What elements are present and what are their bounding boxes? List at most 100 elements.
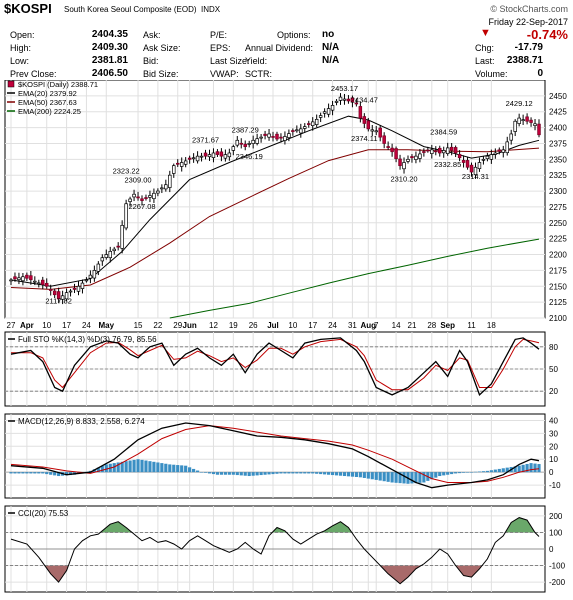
x-tick-label: Sep [440, 321, 455, 330]
histogram-bar [64, 472, 69, 476]
histogram-bar [68, 472, 73, 476]
histogram-bar [382, 472, 386, 482]
candle-body [358, 106, 363, 119]
histogram-bar [219, 472, 223, 475]
ema-line [169, 238, 540, 319]
candle-body [116, 245, 120, 248]
price-annotation: 2346.19 [236, 152, 263, 161]
candle-body [374, 130, 378, 133]
x-tick-label: Jul [267, 321, 279, 330]
histogram-bar [525, 463, 529, 473]
fundamental-label: Last Size: [210, 56, 250, 66]
histogram-bar [164, 463, 168, 473]
histogram-bar [247, 472, 251, 477]
candle-body [422, 151, 426, 153]
volume-value: 0 [537, 68, 543, 79]
candle-body [25, 274, 29, 279]
legend-label: EMA(200) 2224.25 [18, 107, 81, 116]
candle-body [295, 129, 299, 132]
candle-body [152, 192, 156, 200]
candle-body [215, 151, 220, 155]
candle-body [168, 174, 172, 188]
histogram-bar [267, 472, 271, 475]
dividend-value: no [322, 29, 335, 40]
candle-body [156, 190, 160, 194]
price-annotation: 2332.85 [434, 160, 461, 169]
candle-body [513, 120, 517, 132]
histogram-bar [239, 472, 243, 476]
histogram-bar [307, 472, 311, 474]
stat-value: 2381.81 [91, 55, 128, 66]
candle-body [203, 152, 208, 157]
candle-body [160, 187, 164, 190]
y-tick-label: 2225 [549, 235, 567, 244]
candle-body [485, 155, 490, 160]
candle-body [473, 166, 478, 176]
histogram-bar [148, 461, 152, 473]
volume-label: Volume: [475, 69, 508, 79]
histogram-bar [450, 472, 454, 475]
candle-body [37, 282, 41, 285]
panel-title: CCI(20) 75.53 [18, 509, 69, 518]
candle-body [453, 147, 458, 154]
candle-body [231, 146, 236, 151]
overbought-fill [11, 517, 539, 533]
histogram-bar [144, 460, 148, 473]
stat-value: 2409.30 [91, 42, 128, 53]
dividend-value: N/A [322, 55, 340, 66]
stat-label: Open: [10, 30, 35, 40]
histogram-bar [33, 472, 37, 474]
dividend-label: Options: [277, 30, 311, 40]
candle-body [48, 288, 53, 291]
candle-body [402, 162, 406, 170]
histogram-bar [493, 469, 497, 473]
candle-body [219, 151, 224, 157]
x-tick-label: 22 [153, 321, 162, 330]
histogram-bar [104, 464, 108, 473]
down-triangle-icon: ▼ [480, 27, 491, 39]
candle-body [271, 136, 275, 138]
y-tick-label: 2200 [549, 251, 567, 260]
histogram-bar [49, 472, 53, 475]
histogram-bar [29, 472, 33, 474]
candle-body [307, 123, 311, 125]
candle-body [195, 155, 200, 162]
histogram-bar [13, 472, 17, 474]
histogram-bar [469, 472, 474, 473]
panel-title: Full STO %K(14,3) %D(3) 76.79, 85.56 [18, 335, 157, 344]
candle-body [108, 251, 112, 259]
quote-label: Ask: [143, 30, 161, 40]
histogram-bar [497, 468, 501, 473]
histogram-bar [485, 470, 489, 473]
chart-header: $KOSPI South Korea Seoul Composite (EOD)… [0, 0, 573, 80]
histogram-bar [501, 468, 505, 473]
histogram-bar [354, 472, 358, 477]
candle-body [29, 275, 33, 281]
candle-body [493, 152, 498, 155]
macd-line [10, 422, 540, 489]
candle-body [322, 111, 327, 114]
oversold-fill [11, 565, 539, 584]
histogram-bar [17, 472, 21, 474]
candle-body [438, 147, 442, 154]
price-annotation: 2309.00 [124, 175, 151, 184]
y-tick-label: 2300 [549, 187, 567, 196]
candle-body [517, 117, 521, 124]
dividend-label: Annual Dividend: [245, 43, 314, 53]
candle-body [191, 157, 196, 160]
x-tick-label: 17 [62, 321, 71, 330]
macd-line [10, 425, 540, 483]
candle-body [255, 138, 259, 144]
candle-body [100, 257, 105, 262]
price-annotation: 2374.11 [351, 134, 378, 143]
candle-body [338, 96, 343, 101]
candle-body [17, 277, 21, 281]
y-tick-label: 200 [549, 512, 563, 521]
price-annotation: 2314.31 [462, 172, 489, 181]
histogram-bar [438, 472, 442, 477]
histogram-bar [243, 472, 247, 476]
candle-body [64, 292, 69, 300]
histogram-bar [458, 472, 462, 474]
candle-body [120, 224, 124, 249]
price-annotation: 2387.29 [232, 126, 259, 135]
